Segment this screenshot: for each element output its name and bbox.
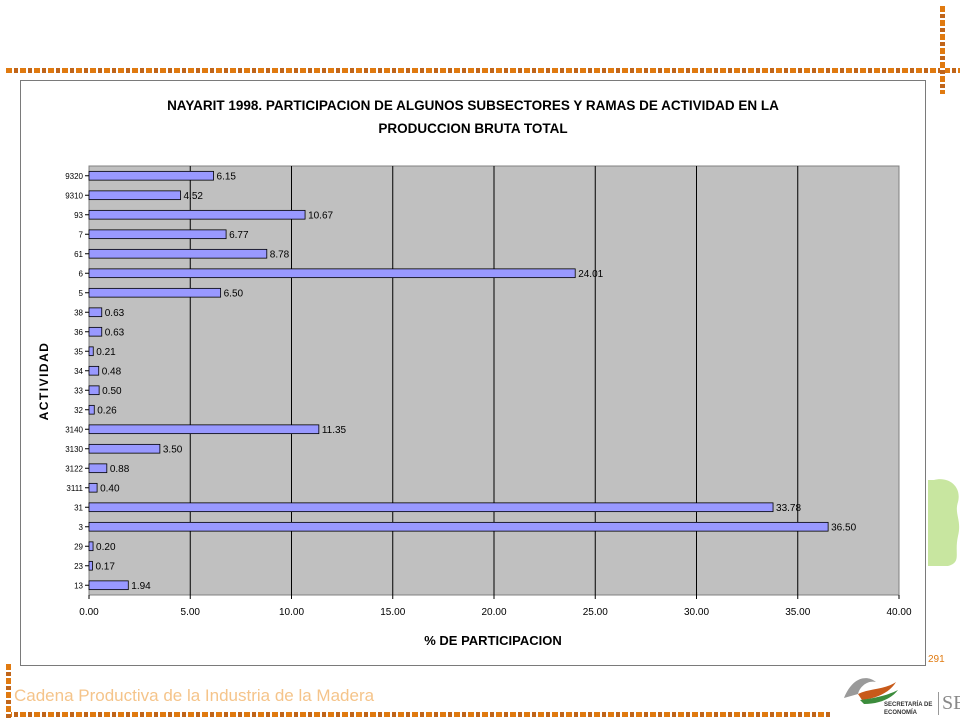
- bar-value-label: 0.63: [105, 327, 125, 338]
- y-tick-label: 3111: [66, 484, 83, 493]
- bar: [88, 560, 93, 571]
- bar-value-label: 0.48: [102, 366, 122, 377]
- y-tick-label: 23: [74, 562, 83, 571]
- logo-line1: SECRETARÍA DE: [884, 702, 933, 708]
- bar: [88, 521, 829, 532]
- bar: [88, 209, 306, 220]
- bar-value-label: 11.35: [322, 425, 347, 436]
- bar: [88, 190, 181, 201]
- bar: [88, 443, 161, 454]
- y-tick-label: 35: [74, 347, 83, 356]
- chart-title-line2: PRODUCCION BRUTA TOTAL: [378, 121, 567, 136]
- bar-value-label: 8.78: [270, 249, 290, 260]
- chart-frame: NAYARIT 1998. PARTICIPACION DE ALGUNOS S…: [20, 80, 926, 666]
- bar-value-label: 24.01: [578, 269, 603, 280]
- bar-chart: NAYARIT 1998. PARTICIPACION DE ALGUNOS S…: [37, 98, 912, 648]
- bar: [88, 541, 94, 552]
- y-tick-label: 32: [74, 406, 83, 415]
- bar: [88, 404, 95, 415]
- bar: [88, 326, 103, 337]
- eagle-emblem-icon: [844, 678, 898, 704]
- bar-value-label: 0.21: [96, 347, 116, 358]
- bar: [88, 346, 94, 357]
- bar-value-label: 6.15: [217, 171, 237, 182]
- left-bottom-dashed-border: [6, 664, 11, 718]
- y-tick-label: 38: [74, 308, 83, 317]
- y-axis-title: ACTIVIDAD: [37, 342, 51, 421]
- bar-value-label: 0.40: [100, 483, 120, 494]
- y-tick-label: 36: [74, 328, 83, 337]
- bottom-dashed-border: [6, 712, 832, 717]
- secretaria-economia-logo: SECRETARÍA DE ECONOMÍA SE: [838, 664, 960, 720]
- bar-value-label: 0.20: [96, 542, 116, 553]
- bar: [88, 307, 103, 318]
- bar-value-label: 33.78: [776, 503, 801, 514]
- y-tick-label: 13: [74, 581, 83, 590]
- bar-value-label: 36.50: [831, 522, 856, 533]
- bar-value-label: 0.17: [95, 561, 115, 572]
- y-tick-label: 34: [74, 367, 83, 376]
- bar-value-label: 3.50: [163, 444, 183, 455]
- bar-value-label: 0.26: [97, 405, 117, 416]
- x-tick-label: 25.00: [583, 607, 608, 618]
- bar: [88, 248, 268, 259]
- top-dashed-border: [6, 68, 960, 73]
- y-tick-label: 3140: [65, 425, 83, 434]
- bar: [88, 385, 100, 396]
- bar: [88, 424, 320, 435]
- y-tick-label: 6: [79, 269, 84, 278]
- y-tick-label: 5: [79, 289, 84, 298]
- bar: [88, 502, 774, 513]
- logo-line2: ECONOMÍA: [884, 710, 917, 716]
- y-tick-label: 3: [79, 523, 84, 532]
- bar: [88, 170, 214, 181]
- y-tick-label: 93: [74, 211, 83, 220]
- bar-value-label: 0.88: [110, 464, 130, 475]
- bar-value-label: 1.94: [131, 581, 151, 592]
- x-tick-label: 15.00: [380, 607, 405, 618]
- y-tick-label: 61: [74, 250, 83, 259]
- y-tick-label: 9310: [65, 191, 83, 200]
- x-tick-label: 5.00: [181, 607, 201, 618]
- y-tick-label: 31: [74, 503, 83, 512]
- x-tick-label: 10.00: [279, 607, 304, 618]
- bar: [88, 287, 222, 298]
- bar: [88, 580, 129, 591]
- bar-value-label: 4.52: [184, 191, 204, 202]
- decorative-green-shape: [928, 479, 960, 566]
- logo-se-mark: SE: [938, 692, 960, 715]
- bar: [88, 268, 576, 279]
- y-tick-label: 9320: [65, 172, 83, 181]
- bar: [88, 463, 108, 474]
- x-tick-label: 0.00: [79, 607, 99, 618]
- x-tick-label: 30.00: [684, 607, 709, 618]
- right-top-dashed-border: [940, 6, 945, 94]
- bar-value-label: 10.67: [308, 210, 333, 221]
- y-tick-label: 33: [74, 386, 83, 395]
- y-tick-label: 3130: [65, 445, 83, 454]
- x-tick-label: 20.00: [481, 607, 506, 618]
- page-number: 291: [928, 654, 945, 665]
- x-tick-label: 35.00: [785, 607, 810, 618]
- bar-value-label: 0.50: [102, 386, 122, 397]
- bar-value-label: 6.77: [229, 230, 249, 241]
- bar: [88, 482, 98, 493]
- bar: [88, 229, 227, 240]
- bar: [88, 365, 100, 376]
- bar-value-label: 6.50: [224, 288, 244, 299]
- x-tick-label: 40.00: [886, 607, 911, 618]
- x-axis-title: % DE PARTICIPACION: [424, 633, 561, 648]
- footer-title: Cadena Productiva de la Industria de la …: [14, 686, 375, 705]
- bar-value-label: 0.63: [105, 308, 125, 319]
- chart-title-line1: NAYARIT 1998. PARTICIPACION DE ALGUNOS S…: [167, 98, 779, 113]
- y-tick-label: 7: [79, 230, 84, 239]
- y-tick-label: 3122: [65, 464, 83, 473]
- y-tick-label: 29: [74, 542, 83, 551]
